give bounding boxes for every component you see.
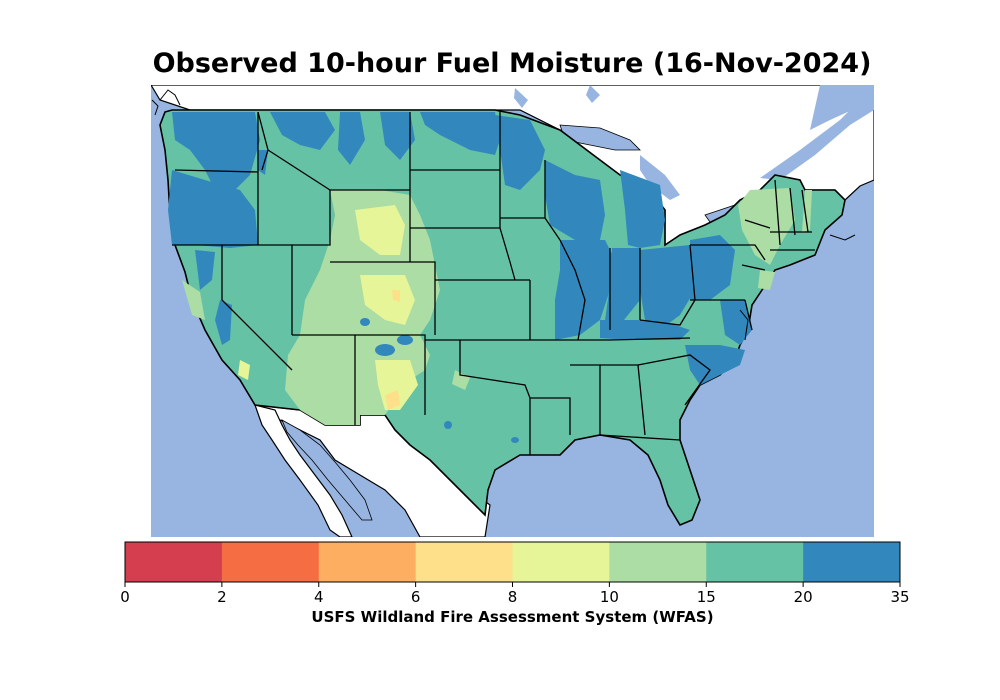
colorbar-tick-label: 10 <box>599 588 619 606</box>
colorbar-caption: USFS Wildland Fire Assessment System (WF… <box>311 608 714 626</box>
colorbar-tick-label: 20 <box>793 588 813 606</box>
baja-california <box>254 404 353 537</box>
colorbar-tick-label: 4 <box>313 588 324 606</box>
moisture-class-6-8 <box>385 290 400 410</box>
hudson-water <box>810 85 874 130</box>
colorbar-tick-label: 8 <box>507 588 518 606</box>
gulf-of-california <box>281 419 373 521</box>
colorbar-tick-label: 6 <box>410 588 421 606</box>
colorbar-tick-label: 0 <box>120 588 130 606</box>
lake-winnipeg <box>514 88 528 108</box>
colorbar-tick-label: 15 <box>696 588 716 606</box>
colorbar-bin-2-4 <box>221 542 320 582</box>
colorbar-bin-15-20 <box>706 542 804 582</box>
lake-huron-georgian <box>640 155 680 200</box>
coastline-details <box>151 89 856 341</box>
colorbar-bin-6-8 <box>415 542 513 582</box>
state-borders <box>172 110 815 455</box>
st-lawrence <box>760 95 874 180</box>
map-title: Observed 10-hour Fuel Moisture (16-Nov-2… <box>152 48 872 79</box>
colorbar <box>124 541 901 587</box>
lake-nipigon <box>586 85 600 103</box>
colorbar-tick-label: 2 <box>217 588 227 606</box>
colorbar-tick-label: 35 <box>890 588 910 606</box>
colorbar-bin-4-6 <box>318 542 417 582</box>
highland-spots <box>360 318 519 443</box>
colorbar-bin-8-10 <box>512 542 610 582</box>
colorbar-bin-20-35 <box>803 542 901 582</box>
colorbar-bin-0-2 <box>125 542 223 582</box>
colorbar-bin-10-15 <box>609 542 707 582</box>
moisture-class-20-35 <box>168 112 752 385</box>
